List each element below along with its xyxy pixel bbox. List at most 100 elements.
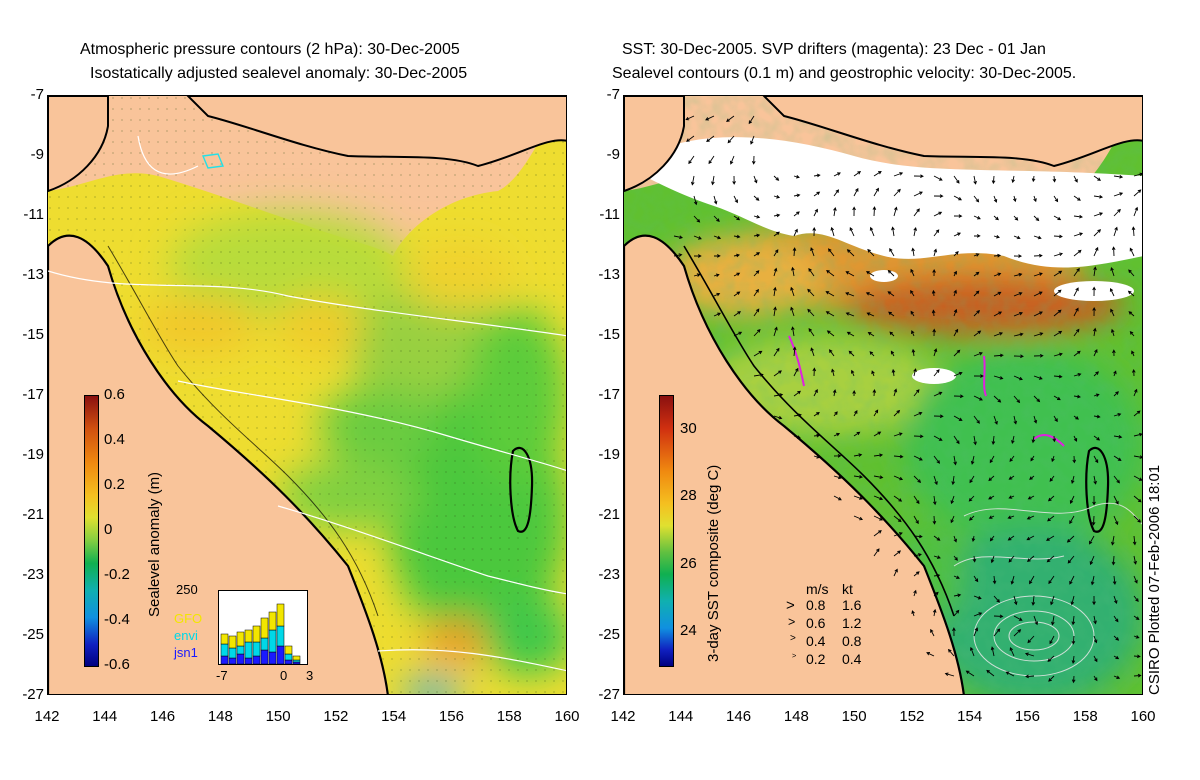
velocity-arrow [986,669,995,677]
cape-york-land [48,96,109,193]
velocity-arrow [1113,391,1119,397]
velocity-arrow [1111,535,1115,546]
velocity-arrow [793,390,801,397]
velocity-arrow [1133,635,1140,639]
velocity-arrow [911,348,916,357]
left-lon-tick: 150 [265,708,291,725]
velocity-arrow [866,312,875,317]
velocity-arrow [990,555,995,564]
velocity-arrow [1093,229,1102,237]
velocity-arrow [1069,515,1075,525]
velocity-arrow [1053,252,1064,257]
inset-xtick-1: -7 [216,668,228,683]
histogram-bar [220,633,229,645]
velocity-arrow [693,235,702,240]
velocity-arrow [833,411,838,417]
velocity-arrow [826,330,835,337]
velocity-arrow [808,267,815,277]
left-lat-tick: -19 [22,446,44,463]
velocity-arrow [1013,254,1023,258]
velocity-arrow [1093,635,1098,644]
velocity-arrow [1033,253,1043,258]
velocity-arrow [1127,290,1135,297]
velocity-arrow [852,390,856,397]
velocity-arrow [753,270,760,277]
right-lat-tick: -17 [598,386,620,403]
velocity-arrow [828,248,835,257]
velocity-arrow [993,395,1002,403]
velocity-arrow [952,627,956,637]
histogram-bar [284,653,293,661]
velocity-arrow [693,215,701,223]
histogram-bar [268,651,277,665]
velocity-arrow [705,115,715,121]
velocity-arrow [1073,214,1083,219]
velocity-arrow [1133,455,1142,459]
velocity-arrow [911,247,915,257]
right-lat-tick: -11 [599,206,620,223]
histogram-bar [228,657,237,665]
velocity-legend-arrow: > [792,651,797,660]
velocity-arrow [1053,395,1061,401]
velocity-legend-ms: 0.2 [806,651,826,667]
velocity-arrow [1133,432,1142,437]
velocity-arrow [933,475,938,486]
velocity-arrow [1053,215,1062,221]
velocity-arrow [1013,272,1023,277]
histogram-bar [252,625,261,643]
queensland-coast [624,234,965,694]
velocity-arrow [793,211,800,217]
velocity-arrow [1093,195,1104,199]
histogram-bar [260,617,269,639]
left-lat-tick: -17 [22,386,44,403]
right-lon-tick: 148 [783,708,809,725]
velocity-arrow [1133,673,1142,678]
velocity-arrow [993,291,1002,297]
velocity-arrow [944,672,955,677]
velocity-arrow [1128,311,1135,317]
velocity-arrow [1073,175,1078,183]
velocity-arrow [893,568,898,577]
velocity-arrow [1111,555,1116,566]
velocity-arrow [988,495,995,500]
histogram-bar [260,649,269,665]
velocity-arrow [773,370,782,377]
velocity-arrow [973,195,980,203]
velocity-arrow [1133,595,1139,602]
velocity-arrow [893,475,904,481]
velocity-arrow [1092,286,1096,297]
sealevel-colorbar-label: Sealevel anomaly (m) [146,471,163,617]
velocity-arrow [910,310,915,317]
velocity-arrow [873,515,883,521]
histogram-bar [276,625,285,647]
histogram-bar [260,637,269,651]
velocity-arrow [968,515,975,521]
velocity-arrow [748,115,755,125]
right-lat-tick: -7 [606,86,620,103]
velocity-arrow [1049,635,1055,645]
velocity-arrow [1089,555,1095,566]
velocity-arrow [1072,455,1077,464]
velocity-arrow [873,431,882,437]
velocity-arrow [953,251,959,257]
left-lon-tick: 142 [34,708,60,725]
velocity-arrow [1113,455,1122,461]
velocity-arrow [989,535,995,542]
velocity-arrow [693,195,698,206]
velocity-arrow [1070,475,1075,484]
velocity-arrow [733,331,743,337]
velocity-arrow [773,249,779,257]
velocity-arrow [1073,372,1082,377]
left-lat-tick: -27 [22,686,44,703]
velocity-arrow [1013,395,1021,404]
velocity-arrow [947,648,955,657]
velocity-arrow [1008,495,1015,499]
velocity-arrow [793,193,801,198]
velocity-arrow [1091,515,1096,526]
velocity-legend-kt: 0.8 [842,633,862,649]
velocity-arrow [1033,311,1043,317]
velocity-arrow [1133,388,1138,397]
velocity-arrow [753,233,761,238]
velocity-arrow [1113,615,1119,623]
right-lat-tick: -23 [598,566,620,583]
